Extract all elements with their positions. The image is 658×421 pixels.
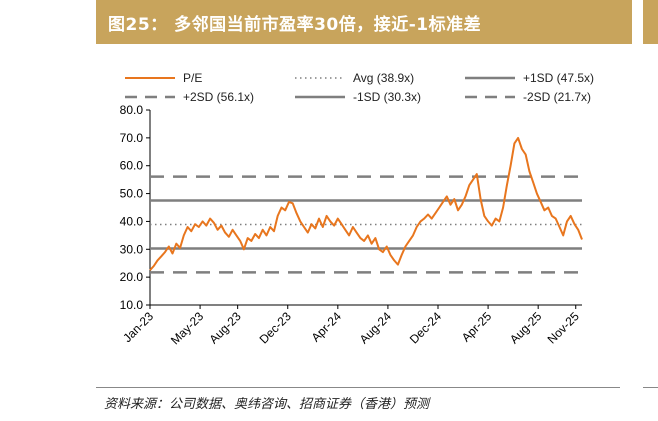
pe-line — [149, 136, 583, 271]
footer-divider — [96, 387, 620, 388]
y-tick-label: 50.0 — [120, 187, 144, 201]
source-note: 资料来源：公司数据、奥纬咨询、招商证券（香港）预测 — [104, 397, 430, 412]
x-tick-label: Aug-24 — [357, 309, 394, 346]
x-tick-label: Apr-25 — [459, 309, 495, 345]
x-tick-label: Dec-24 — [407, 309, 444, 346]
legend-label: Avg (38.9x) — [353, 71, 414, 85]
chart-title-bar: 图25： 多邻国当前市盈率30倍，接近-1标准差 — [96, 0, 632, 44]
legend-label: -2SD (21.7x) — [523, 90, 591, 104]
x-tick-label: May-23 — [168, 309, 206, 347]
legend-label: +2SD (56.1x) — [183, 90, 254, 104]
y-tick-label: 70.0 — [120, 131, 144, 145]
x-tick-label: Aug-25 — [507, 309, 544, 346]
y-tick-label: 20.0 — [120, 270, 144, 284]
x-tick-label: Apr-24 — [309, 309, 345, 345]
x-tick-label: Jan-23 — [120, 309, 156, 345]
x-tick-label: Aug-23 — [207, 309, 244, 346]
legend-label: +1SD (47.5x) — [523, 71, 594, 85]
x-tick-label: Dec-23 — [257, 309, 294, 346]
chart-title: 图25： 多邻国当前市盈率30倍，接近-1标准差 — [108, 14, 482, 35]
legend-label: P/E — [183, 71, 202, 85]
y-tick-label: 80.0 — [120, 103, 144, 117]
y-tick-label: 30.0 — [120, 242, 144, 256]
x-tick-label: Nov-25 — [545, 309, 582, 346]
y-tick-label: 10.0 — [120, 298, 144, 312]
y-tick-label: 60.0 — [120, 159, 144, 173]
pe-series — [149, 136, 583, 271]
next-figure-strip — [643, 0, 658, 44]
legend-label: -1SD (30.3x) — [353, 90, 421, 104]
chart-legend: P/E Avg (38.9x) +1SD (47.5x) +2SD (56.1x) -1… — [125, 71, 594, 104]
reference-lines — [150, 175, 582, 274]
footer-divider-right — [643, 387, 658, 388]
y-tick-label: 40.0 — [120, 214, 144, 228]
